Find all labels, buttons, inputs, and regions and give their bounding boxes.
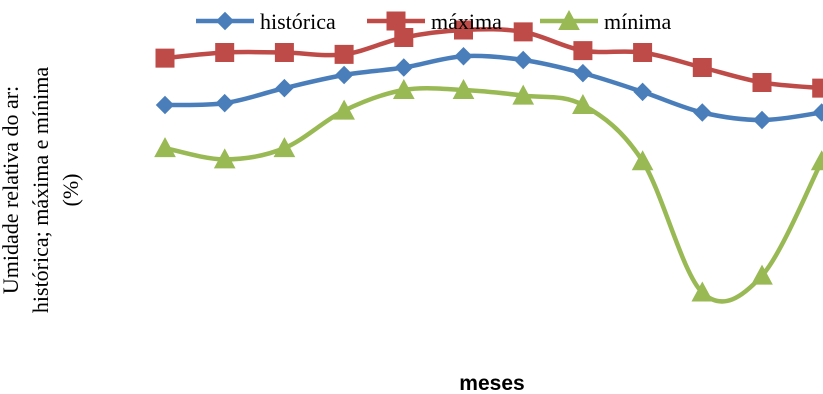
data-point-historica-7: [513, 50, 533, 70]
data-point-maxima-12: [812, 78, 823, 98]
legend: histórica máxima mínima: [196, 9, 671, 34]
legend-marker-historica: [215, 11, 235, 31]
data-point-maxima-6: [454, 20, 473, 40]
data-point-maxima-9: [633, 43, 653, 62]
data-point-maxima-8: [573, 41, 593, 61]
x-axis-label: meses: [459, 372, 524, 394]
y-axis-label-line-1: Umidade relativa do ar:: [0, 86, 23, 294]
legend-item-historica: histórica: [196, 9, 336, 34]
legend-label-maxima: máxima: [431, 9, 502, 34]
data-point-maxima-4: [334, 44, 354, 64]
data-point-minima-3: [273, 137, 296, 158]
data-point-historica-6: [454, 47, 473, 66]
data-point-historica-1: [155, 95, 175, 115]
legend-marker-minima: [558, 9, 580, 30]
data-point-maxima-11: [752, 73, 772, 92]
data-point-minima-7: [512, 84, 535, 105]
data-point-maxima-1: [155, 48, 175, 68]
legend-label-historica: histórica: [260, 9, 336, 34]
data-point-minima-10: [691, 281, 714, 302]
data-point-maxima-3: [274, 43, 294, 62]
series-maxima: [155, 20, 823, 98]
y-axis-label-line-3: (%): [58, 174, 83, 207]
data-point-historica-2: [215, 93, 234, 113]
legend-item-minima: mínima: [540, 9, 671, 34]
series-line-historica: [162, 53, 823, 123]
data-point-minima-4: [333, 99, 355, 120]
legend-marker-maxima: [386, 11, 406, 31]
plot-area: [154, 20, 823, 304]
data-point-minima-9: [631, 150, 654, 171]
data-point-minima-12: [810, 150, 823, 171]
data-point-historica-4: [334, 65, 354, 85]
data-point-maxima-5: [394, 28, 414, 47]
data-point-historica-8: [573, 63, 593, 83]
data-point-minima-2: [213, 148, 236, 169]
data-point-minima-8: [572, 93, 594, 114]
data-point-minima-5: [392, 78, 415, 99]
series-line-minima: [162, 85, 823, 304]
data-point-historica-9: [633, 82, 652, 102]
data-point-maxima-2: [215, 43, 235, 62]
y-axis-label-line-2: histórica; máxima e mínima: [28, 67, 53, 313]
data-point-historica-5: [394, 58, 414, 77]
data-point-maxima-10: [692, 58, 712, 77]
legend-label-minima: mínima: [604, 9, 671, 34]
data-point-maxima-7: [513, 22, 533, 42]
data-point-minima-1: [154, 137, 176, 158]
data-point-historica-11: [752, 110, 772, 130]
data-point-historica-10: [693, 103, 712, 122]
legend-item-maxima: máxima: [367, 9, 502, 34]
data-point-historica-3: [275, 78, 294, 98]
series-historica: [155, 47, 823, 130]
data-point-historica-12: [812, 103, 823, 122]
data-point-minima-11: [751, 264, 773, 285]
series-minima: [154, 78, 823, 304]
data-point-minima-6: [452, 78, 475, 99]
y-axis-label: Umidade relativa do ar: histórica; máxima…: [0, 67, 83, 313]
